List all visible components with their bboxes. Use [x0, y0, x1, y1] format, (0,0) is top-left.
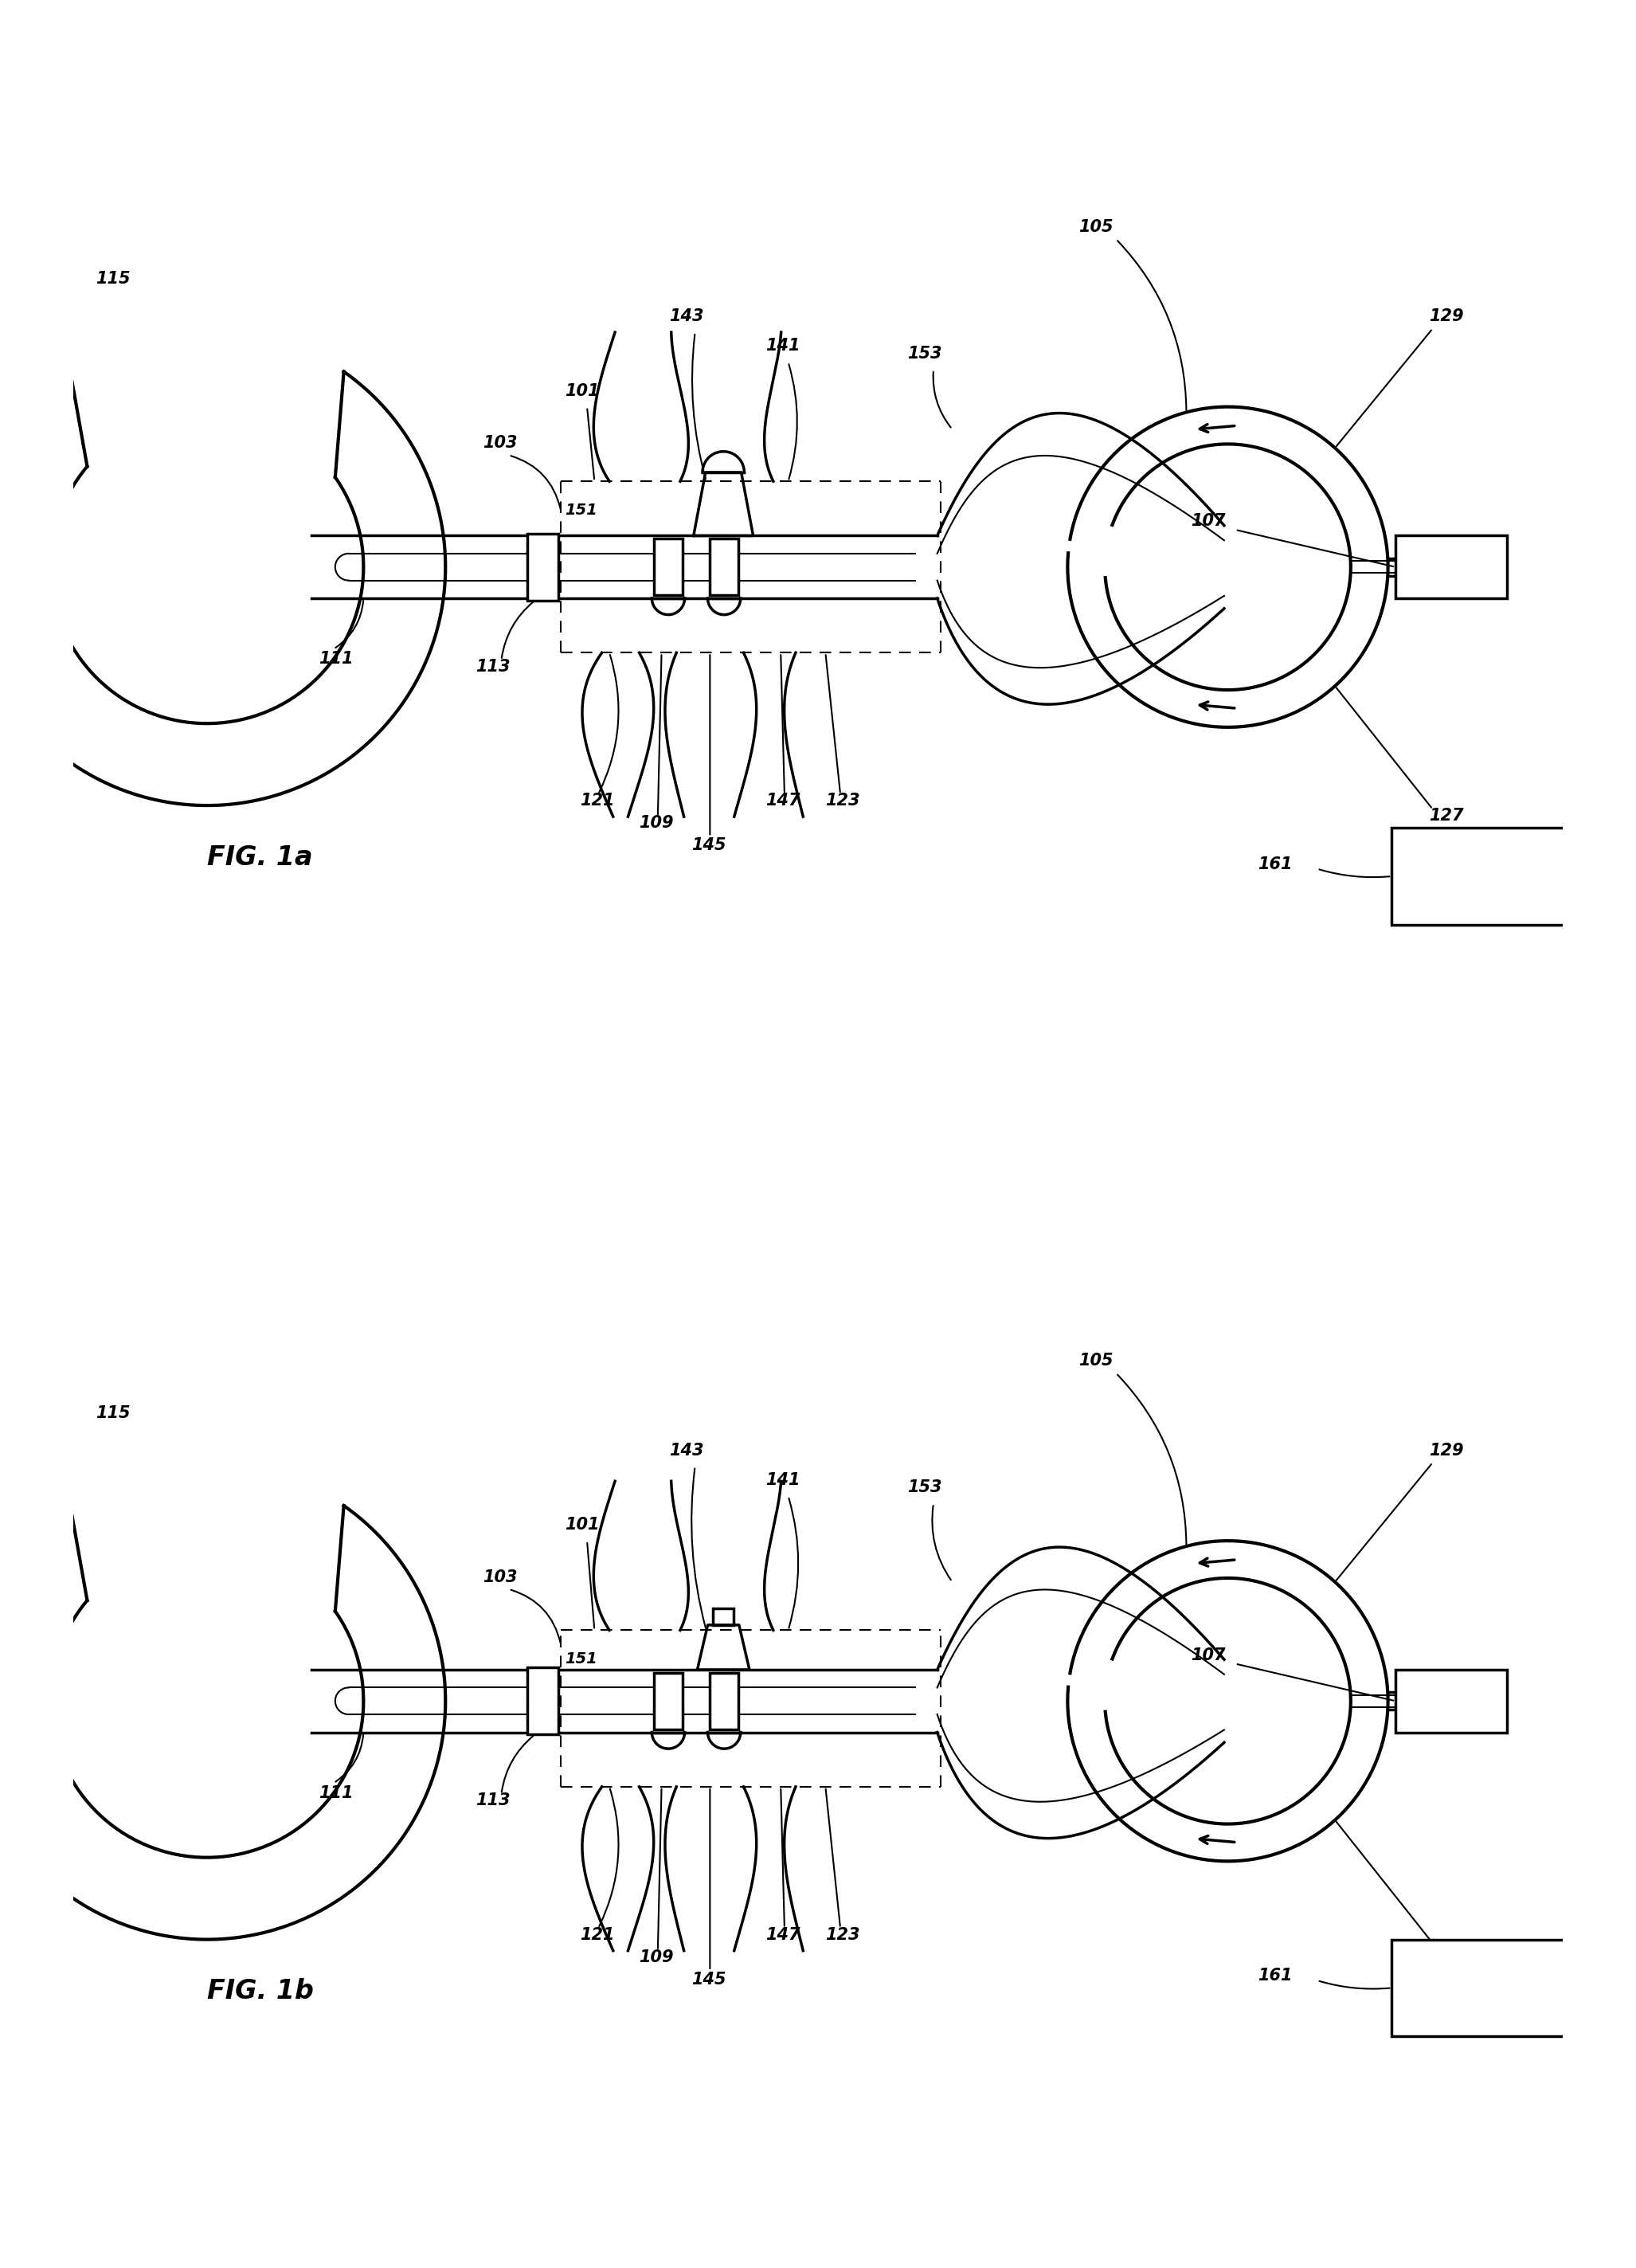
Text: 129: 129 — [1428, 308, 1464, 324]
Text: 123: 123 — [826, 1928, 861, 1944]
Text: 109: 109 — [640, 1948, 674, 1964]
Bar — [710, 540, 738, 594]
Bar — [1396, 1669, 1507, 1733]
Text: 115: 115 — [95, 1406, 129, 1422]
Text: 101: 101 — [564, 383, 599, 399]
Text: 111: 111 — [319, 1785, 353, 1801]
Text: 107: 107 — [1191, 513, 1225, 528]
Text: 145: 145 — [692, 1971, 726, 1987]
Bar — [527, 1667, 560, 1735]
Bar — [713, 1608, 735, 1624]
Bar — [1396, 535, 1507, 599]
Bar — [527, 533, 560, 601]
Text: Vent: Vent — [1432, 560, 1471, 574]
Text: Gas Valve: Gas Valve — [1446, 855, 1525, 869]
Text: 105: 105 — [1078, 220, 1114, 236]
Text: 147: 147 — [766, 794, 800, 810]
Text: 103: 103 — [483, 435, 517, 451]
Bar — [1392, 828, 1579, 925]
Text: 101: 101 — [564, 1517, 599, 1533]
Text: 113: 113 — [476, 1792, 510, 1808]
Text: 121: 121 — [579, 1928, 614, 1944]
Bar — [710, 1674, 738, 1728]
Text: 127: 127 — [1428, 807, 1464, 823]
Text: 153: 153 — [908, 345, 942, 361]
Text: 115: 115 — [95, 272, 129, 288]
Text: 105: 105 — [1078, 1354, 1114, 1370]
Text: 129: 129 — [1428, 1442, 1464, 1458]
Text: Vent: Vent — [1432, 1694, 1471, 1708]
Bar — [654, 1674, 682, 1728]
Text: Controller: Controller — [1445, 891, 1525, 905]
Text: 145: 145 — [692, 837, 726, 853]
Text: 107: 107 — [1191, 1647, 1225, 1662]
Text: 109: 109 — [640, 814, 674, 830]
Text: 151: 151 — [564, 1651, 597, 1667]
Text: 143: 143 — [669, 308, 703, 324]
Text: FIG. 1b: FIG. 1b — [208, 1978, 314, 2005]
Text: 161: 161 — [1258, 1969, 1292, 1984]
Text: 123: 123 — [826, 794, 861, 810]
Text: 147: 147 — [766, 1928, 800, 1944]
Text: Controller: Controller — [1445, 2003, 1525, 2016]
Bar — [1392, 1939, 1579, 2037]
Text: 141: 141 — [766, 1472, 800, 1488]
Text: 103: 103 — [483, 1569, 517, 1585]
Text: 127: 127 — [1428, 1941, 1464, 1957]
Text: 153: 153 — [908, 1479, 942, 1495]
Text: 161: 161 — [1258, 855, 1292, 871]
Text: 111: 111 — [319, 651, 353, 667]
Text: 143: 143 — [669, 1442, 703, 1458]
Text: 113: 113 — [476, 658, 510, 674]
Text: FIG. 1a: FIG. 1a — [208, 844, 312, 871]
Text: 121: 121 — [579, 794, 614, 810]
Text: 151: 151 — [564, 503, 597, 517]
Bar — [654, 540, 682, 594]
Text: 141: 141 — [766, 338, 800, 354]
Text: Gas Valve: Gas Valve — [1446, 1966, 1525, 1980]
